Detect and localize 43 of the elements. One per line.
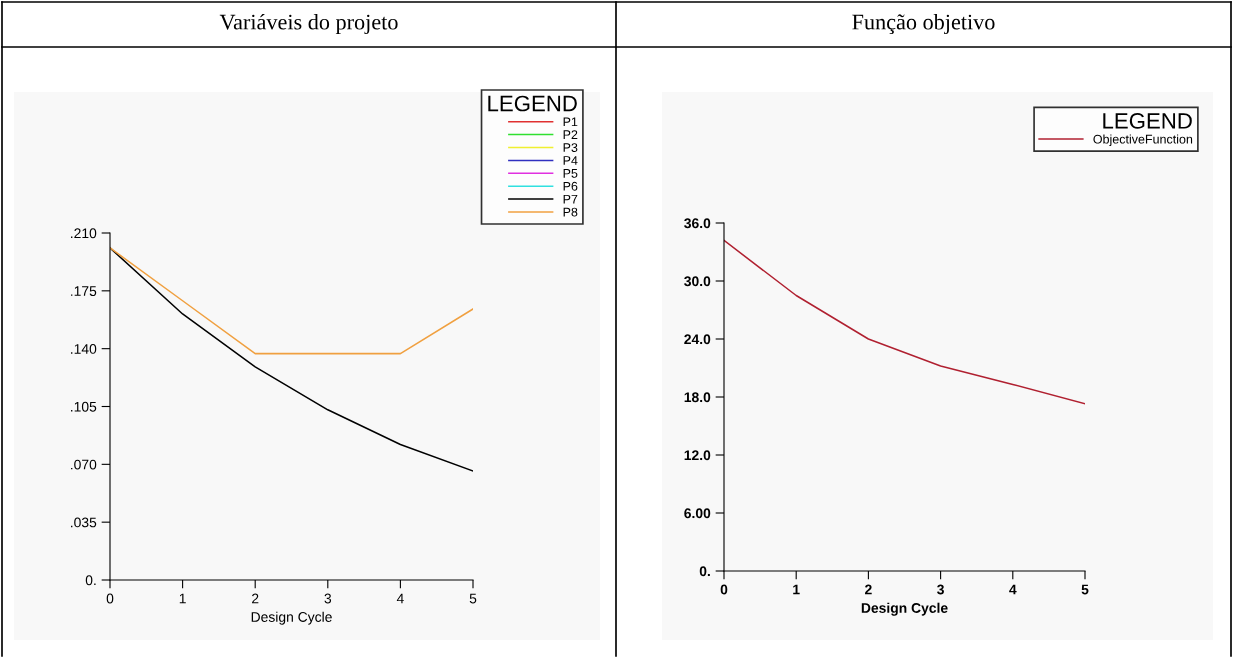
y-tick-label: 30.0: [684, 276, 711, 287]
line-series: [110, 247, 473, 355]
x-tick-label: 4: [396, 593, 404, 604]
y-tick-label: 24.0: [684, 334, 711, 345]
x-tick-label: 1: [793, 584, 800, 595]
y-tick-label: 0.: [699, 566, 710, 577]
x-tick-label: 3: [324, 593, 332, 604]
x-tick-label: 0: [720, 584, 728, 595]
x-tick-label: 5: [1081, 584, 1089, 595]
y-tick-label: .175: [71, 286, 97, 296]
x-tick-label: 1: [179, 593, 186, 604]
legend-label: P5: [563, 169, 578, 178]
x-tick-label: 0: [106, 593, 114, 604]
legend-label: P8: [563, 207, 578, 217]
chart-title: Variáveis do projeto: [219, 13, 398, 35]
y-tick-label: .210: [71, 228, 97, 239]
y-tick-label: 0.: [85, 575, 96, 586]
y-tick-label: 12.0: [684, 450, 711, 461]
chart-title: Função objetivo: [852, 13, 995, 35]
legend-label: P7: [563, 194, 578, 204]
x-axis-title: Design Cycle: [861, 602, 948, 616]
legend-label: P4: [563, 156, 578, 165]
x-tick-label: 2: [865, 584, 872, 595]
legend-label: P2: [563, 130, 578, 139]
x-tick-label: 2: [252, 593, 259, 604]
legend-label: P3: [563, 143, 578, 152]
y-tick-label: .035: [71, 517, 97, 528]
y-tick-label: .140: [71, 344, 97, 354]
y-tick-label: 6.00: [684, 508, 711, 519]
legend-title: LEGEND: [1103, 113, 1192, 129]
x-tick-label: 5: [469, 593, 477, 604]
line-series: [724, 239, 1085, 405]
y-tick-label: 18.0: [684, 392, 711, 403]
x-tick-label: 3: [937, 584, 944, 595]
x-tick-label: 4: [1009, 584, 1017, 595]
legend-title: LEGEND: [488, 95, 577, 112]
x-axis-title: Design Cycle: [251, 611, 332, 625]
y-tick-label: .070: [71, 459, 97, 470]
y-tick-label: .105: [71, 401, 97, 412]
legend-label: ObjectiveFunction: [1093, 134, 1193, 147]
y-tick-label: 36.0: [684, 218, 711, 229]
legend-label: P1: [563, 117, 578, 127]
legend-label: P6: [563, 181, 578, 191]
